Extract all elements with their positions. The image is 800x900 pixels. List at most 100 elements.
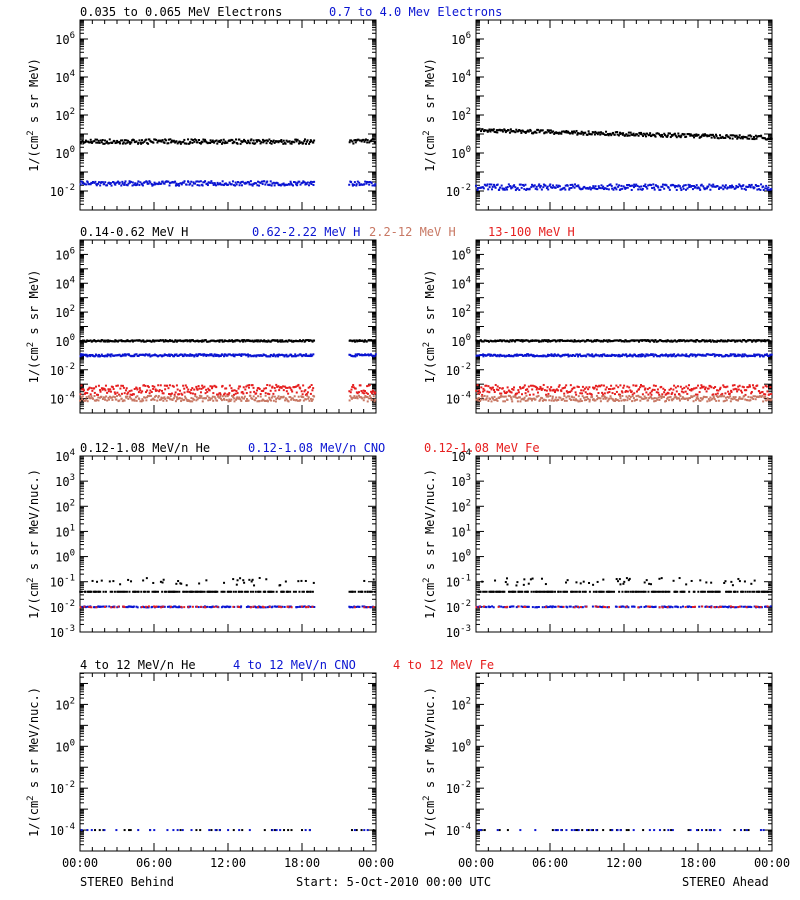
data-point (574, 340, 577, 343)
data-point (251, 142, 254, 145)
data-point (231, 180, 234, 183)
data-point (577, 339, 580, 342)
data-point (108, 395, 111, 398)
data-point (180, 400, 183, 403)
data-point (493, 185, 496, 188)
data-point (138, 184, 141, 187)
data-point (278, 386, 281, 389)
data-point (613, 393, 616, 396)
data-point (600, 340, 603, 343)
data-point (712, 135, 715, 138)
data-point (210, 140, 213, 143)
data-point (610, 354, 613, 357)
data-point (202, 386, 205, 389)
data-point (517, 339, 520, 342)
data-point (138, 339, 141, 342)
data-point (259, 181, 262, 184)
data-point (748, 183, 751, 186)
data-point (660, 133, 663, 136)
data-point (311, 398, 314, 401)
data-point (709, 339, 712, 342)
data-point (714, 185, 717, 188)
data-point (212, 399, 215, 402)
data-point (716, 184, 719, 187)
data-point (625, 355, 628, 358)
data-point (660, 135, 663, 138)
data-point (512, 339, 515, 342)
data-point (670, 393, 673, 396)
data-point (491, 185, 494, 188)
data-point (168, 184, 171, 187)
data-point (637, 134, 640, 137)
data-point (198, 387, 201, 390)
data-point (572, 354, 575, 357)
data-point (198, 394, 201, 397)
data-point (269, 355, 272, 358)
data-point (163, 340, 166, 343)
data-point (203, 353, 206, 356)
data-point (163, 141, 166, 144)
data-point (153, 339, 156, 342)
data-point (646, 132, 649, 135)
data-point (531, 388, 534, 391)
data-point (369, 353, 372, 356)
data-point (123, 399, 126, 402)
data-point (373, 339, 376, 342)
data-point (700, 384, 703, 387)
data-point (515, 354, 518, 357)
data-point (371, 339, 374, 342)
data-point (642, 339, 645, 342)
data-point (95, 183, 98, 186)
data-point (640, 131, 643, 134)
data-point (160, 339, 163, 342)
data-point (702, 385, 705, 388)
data-point (671, 134, 674, 137)
data-point (766, 339, 769, 342)
data-point (94, 385, 97, 388)
data-point (196, 388, 199, 391)
data-point (475, 339, 478, 342)
data-point (663, 389, 666, 392)
data-point (533, 184, 536, 187)
data-point (700, 183, 703, 186)
data-point (693, 133, 696, 136)
data-point (174, 391, 177, 394)
data-point (275, 140, 278, 143)
data-point (157, 396, 160, 399)
data-point (136, 388, 139, 391)
data-point (217, 395, 220, 398)
data-point (764, 187, 767, 190)
data-point (191, 353, 194, 356)
data-point (691, 339, 694, 342)
data-point (249, 354, 252, 357)
data-point (207, 399, 210, 402)
data-point (250, 340, 253, 343)
data-point (151, 354, 154, 357)
data-point (754, 134, 757, 137)
data-point (179, 140, 182, 143)
data-point (176, 354, 179, 357)
data-point (538, 131, 541, 134)
data-point (106, 391, 109, 394)
data-point (691, 388, 694, 391)
data-point (371, 389, 374, 392)
data-point (371, 138, 374, 141)
data-point (108, 138, 111, 141)
data-point (752, 186, 755, 189)
data-point (677, 354, 680, 357)
data-point (506, 386, 509, 389)
data-point (358, 339, 361, 342)
data-point (276, 385, 279, 388)
data-point (625, 353, 628, 356)
data-point (175, 396, 178, 399)
data-point (547, 392, 550, 395)
data-point (632, 384, 635, 387)
data-point (662, 387, 665, 390)
data-point (540, 340, 543, 343)
data-point (626, 385, 629, 388)
data-point (702, 133, 705, 136)
data-point (585, 187, 588, 190)
data-point (86, 400, 89, 403)
data-point (536, 128, 539, 131)
data-point (133, 399, 136, 402)
